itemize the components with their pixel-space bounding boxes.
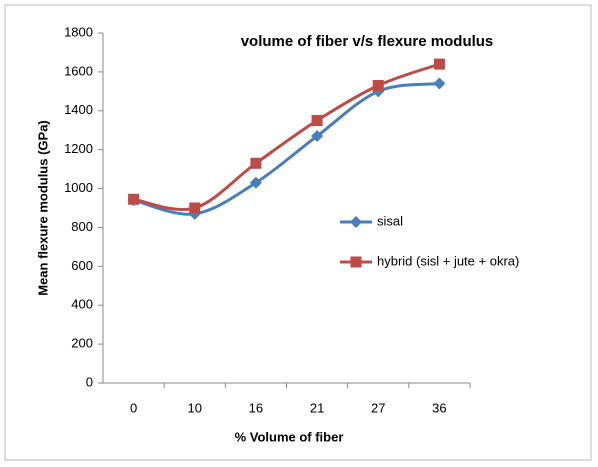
y-tick-label: 400 xyxy=(71,297,93,312)
point-marker xyxy=(128,193,140,205)
y-tick-label: 600 xyxy=(71,258,93,273)
y-tick-label: 1200 xyxy=(64,141,93,156)
x-tick-label: 36 xyxy=(432,400,446,415)
x-axis-label: % Volume of fiber xyxy=(235,429,344,444)
y-tick-label: 1400 xyxy=(64,102,93,117)
x-tick-label: 16 xyxy=(249,400,263,415)
chart-title: volume of fiber v/s flexure modulus xyxy=(241,33,494,50)
y-axis-label: Mean flexure modulus (GPa) xyxy=(35,120,50,296)
legend-marker xyxy=(350,256,362,268)
series-line xyxy=(133,62,440,211)
point-marker xyxy=(433,58,445,70)
x-tick-label: 10 xyxy=(188,400,202,415)
legend-label: sisal xyxy=(377,213,403,228)
y-tick-label: 1000 xyxy=(64,180,93,195)
x-tick-label: 21 xyxy=(310,400,324,415)
x-tick-label: 0 xyxy=(130,400,137,415)
point-marker xyxy=(433,77,446,90)
point-marker xyxy=(249,176,262,189)
point-marker xyxy=(311,130,324,143)
legend-label: hybrid (sisl + jute + okra) xyxy=(377,253,519,268)
y-tick-label: 0 xyxy=(86,374,93,389)
y-tick-label: 1800 xyxy=(64,24,93,39)
point-marker xyxy=(372,80,384,91)
y-tick-label: 200 xyxy=(71,336,93,351)
y-tick-label: 800 xyxy=(71,219,93,234)
legend-marker xyxy=(350,216,362,228)
point-marker xyxy=(189,202,201,214)
point-marker xyxy=(250,157,262,169)
y-tick-label: 1600 xyxy=(64,63,93,78)
point-marker xyxy=(311,115,323,126)
x-tick-label: 27 xyxy=(371,400,385,415)
